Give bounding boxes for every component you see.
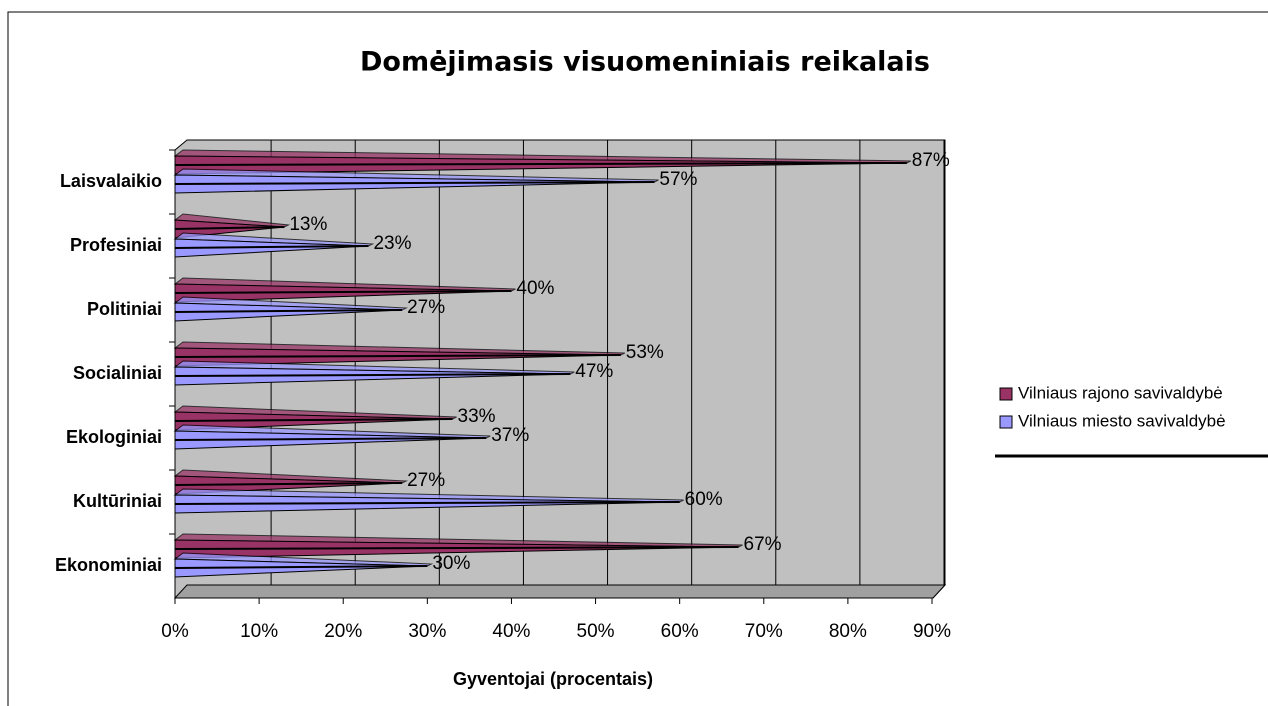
data-label: 27%	[407, 297, 445, 318]
data-label: 47%	[575, 361, 613, 382]
bar-edge	[174, 245, 369, 249]
bar-edge	[174, 373, 571, 377]
y-tick-label: Profesiniai	[70, 235, 162, 255]
x-axis-title: Gyventojai (procentais)	[453, 669, 653, 689]
data-label: 60%	[685, 489, 723, 510]
bar-edge	[174, 354, 621, 358]
x-tick-label: 10%	[240, 621, 278, 642]
legend-label: Vilniaus rajono savivaldybė	[1018, 383, 1223, 402]
data-label: 37%	[491, 425, 529, 446]
bar-edge	[174, 482, 403, 486]
data-label: 27%	[407, 470, 445, 491]
bar-edge	[174, 309, 403, 313]
data-label: 30%	[432, 553, 470, 574]
x-tick-label: 70%	[745, 621, 783, 642]
bar-edge	[174, 290, 512, 294]
legend-swatch	[999, 387, 1013, 401]
y-tick-label: Ekonominiai	[55, 555, 162, 575]
x-tick-label: 60%	[661, 621, 699, 642]
data-label: 40%	[516, 278, 554, 299]
y-tick-label: Politiniai	[87, 299, 162, 319]
x-tick-label: 20%	[324, 621, 362, 642]
x-tick-label: 40%	[492, 621, 530, 642]
bar-edge	[174, 162, 907, 166]
y-tick-label: Laisvalaikio	[60, 171, 162, 191]
plot-floor	[173, 584, 947, 599]
x-tick-label: 90%	[913, 621, 951, 642]
bar-edge	[174, 181, 655, 185]
bar-edge	[174, 226, 285, 230]
y-tick-label: Socialiniai	[73, 363, 162, 383]
bar-edge	[174, 418, 453, 422]
data-label: 67%	[744, 534, 782, 555]
bar-edge	[174, 565, 428, 569]
x-tick-label: 80%	[829, 621, 867, 642]
x-tick-label: 0%	[161, 621, 189, 642]
bar-edge	[174, 546, 739, 550]
data-label: 23%	[373, 233, 411, 254]
data-label: 57%	[659, 169, 697, 190]
bar-edge	[174, 437, 487, 441]
x-tick-label: 30%	[408, 621, 446, 642]
data-label: 13%	[289, 214, 327, 235]
data-label: 87%	[912, 150, 950, 171]
y-tick-label: Kultūriniai	[73, 491, 162, 511]
data-label: 53%	[626, 342, 664, 363]
chart-title: Domėjimasis visuomeniniais reikalais	[360, 47, 930, 78]
x-tick-label: 50%	[577, 621, 615, 642]
bar-edge	[174, 501, 680, 505]
y-tick-label: Ekologiniai	[66, 427, 162, 447]
legend-label: Vilniaus miesto savivaldybė	[1018, 411, 1226, 430]
data-label: 33%	[458, 406, 496, 427]
legend-swatch	[999, 415, 1013, 429]
